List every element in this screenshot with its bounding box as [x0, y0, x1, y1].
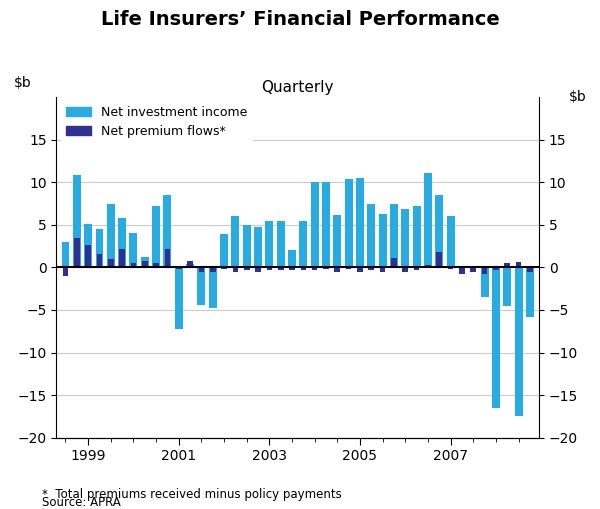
Bar: [334, 215, 341, 267]
Bar: [187, 261, 193, 267]
Legend: Net investment income, Net premium flows*: Net investment income, Net premium flows…: [61, 100, 253, 143]
Bar: [527, 267, 533, 272]
Bar: [266, 267, 272, 270]
Bar: [243, 225, 251, 267]
Y-axis label: $b: $b: [14, 76, 32, 90]
Bar: [367, 204, 375, 267]
Bar: [492, 267, 500, 408]
Bar: [334, 267, 340, 272]
Text: *  Total premiums received minus policy payments: * Total premiums received minus policy p…: [42, 488, 342, 501]
Bar: [254, 227, 262, 267]
Bar: [322, 182, 330, 267]
Bar: [141, 257, 149, 267]
Bar: [97, 254, 102, 267]
Bar: [380, 267, 385, 272]
Bar: [84, 224, 92, 267]
Bar: [311, 182, 319, 267]
Bar: [493, 267, 499, 270]
Bar: [356, 178, 364, 267]
Bar: [108, 259, 113, 267]
Bar: [107, 204, 115, 267]
Bar: [232, 216, 239, 267]
Bar: [221, 267, 227, 269]
Bar: [379, 214, 386, 267]
Bar: [199, 267, 204, 272]
Bar: [163, 195, 172, 267]
Bar: [142, 262, 148, 267]
Bar: [401, 209, 409, 267]
Bar: [403, 267, 408, 272]
Bar: [390, 204, 398, 267]
Bar: [435, 195, 443, 267]
Bar: [312, 267, 317, 270]
Bar: [448, 267, 454, 269]
Bar: [323, 267, 329, 269]
Bar: [244, 267, 250, 270]
Bar: [131, 263, 136, 267]
Bar: [505, 263, 510, 267]
Bar: [301, 267, 306, 270]
Bar: [424, 173, 432, 267]
Bar: [176, 267, 182, 269]
Bar: [73, 176, 81, 267]
Bar: [130, 233, 137, 267]
Bar: [210, 267, 215, 272]
Bar: [346, 267, 352, 269]
Bar: [515, 267, 523, 416]
Bar: [62, 267, 68, 276]
Bar: [481, 267, 488, 297]
Bar: [233, 267, 238, 272]
Bar: [414, 267, 419, 270]
Y-axis label: $b: $b: [569, 90, 586, 104]
Text: Life Insurers’ Financial Performance: Life Insurers’ Financial Performance: [101, 10, 499, 29]
Bar: [277, 220, 284, 267]
Bar: [344, 179, 353, 267]
Bar: [95, 229, 103, 267]
Bar: [62, 242, 70, 267]
Bar: [436, 252, 442, 267]
Bar: [458, 266, 466, 267]
Title: Quarterly: Quarterly: [262, 79, 334, 95]
Bar: [425, 265, 431, 267]
Bar: [526, 267, 534, 317]
Bar: [118, 218, 126, 267]
Bar: [85, 245, 91, 267]
Bar: [413, 206, 421, 267]
Bar: [119, 248, 125, 267]
Bar: [482, 267, 487, 274]
Bar: [152, 206, 160, 267]
Bar: [470, 267, 476, 272]
Bar: [299, 220, 307, 267]
Bar: [220, 234, 228, 267]
Bar: [74, 238, 80, 267]
Bar: [186, 264, 194, 267]
Bar: [164, 248, 170, 267]
Bar: [516, 262, 521, 267]
Bar: [459, 267, 465, 274]
Bar: [357, 267, 363, 272]
Bar: [368, 267, 374, 270]
Bar: [255, 267, 261, 272]
Bar: [446, 216, 455, 267]
Bar: [503, 267, 511, 306]
Bar: [153, 263, 159, 267]
Bar: [265, 220, 274, 267]
Bar: [278, 267, 284, 270]
Bar: [209, 267, 217, 308]
Bar: [289, 267, 295, 270]
Bar: [197, 267, 205, 305]
Bar: [391, 258, 397, 267]
Bar: [175, 267, 183, 329]
Bar: [288, 250, 296, 267]
Text: Source: APRA: Source: APRA: [42, 496, 121, 509]
